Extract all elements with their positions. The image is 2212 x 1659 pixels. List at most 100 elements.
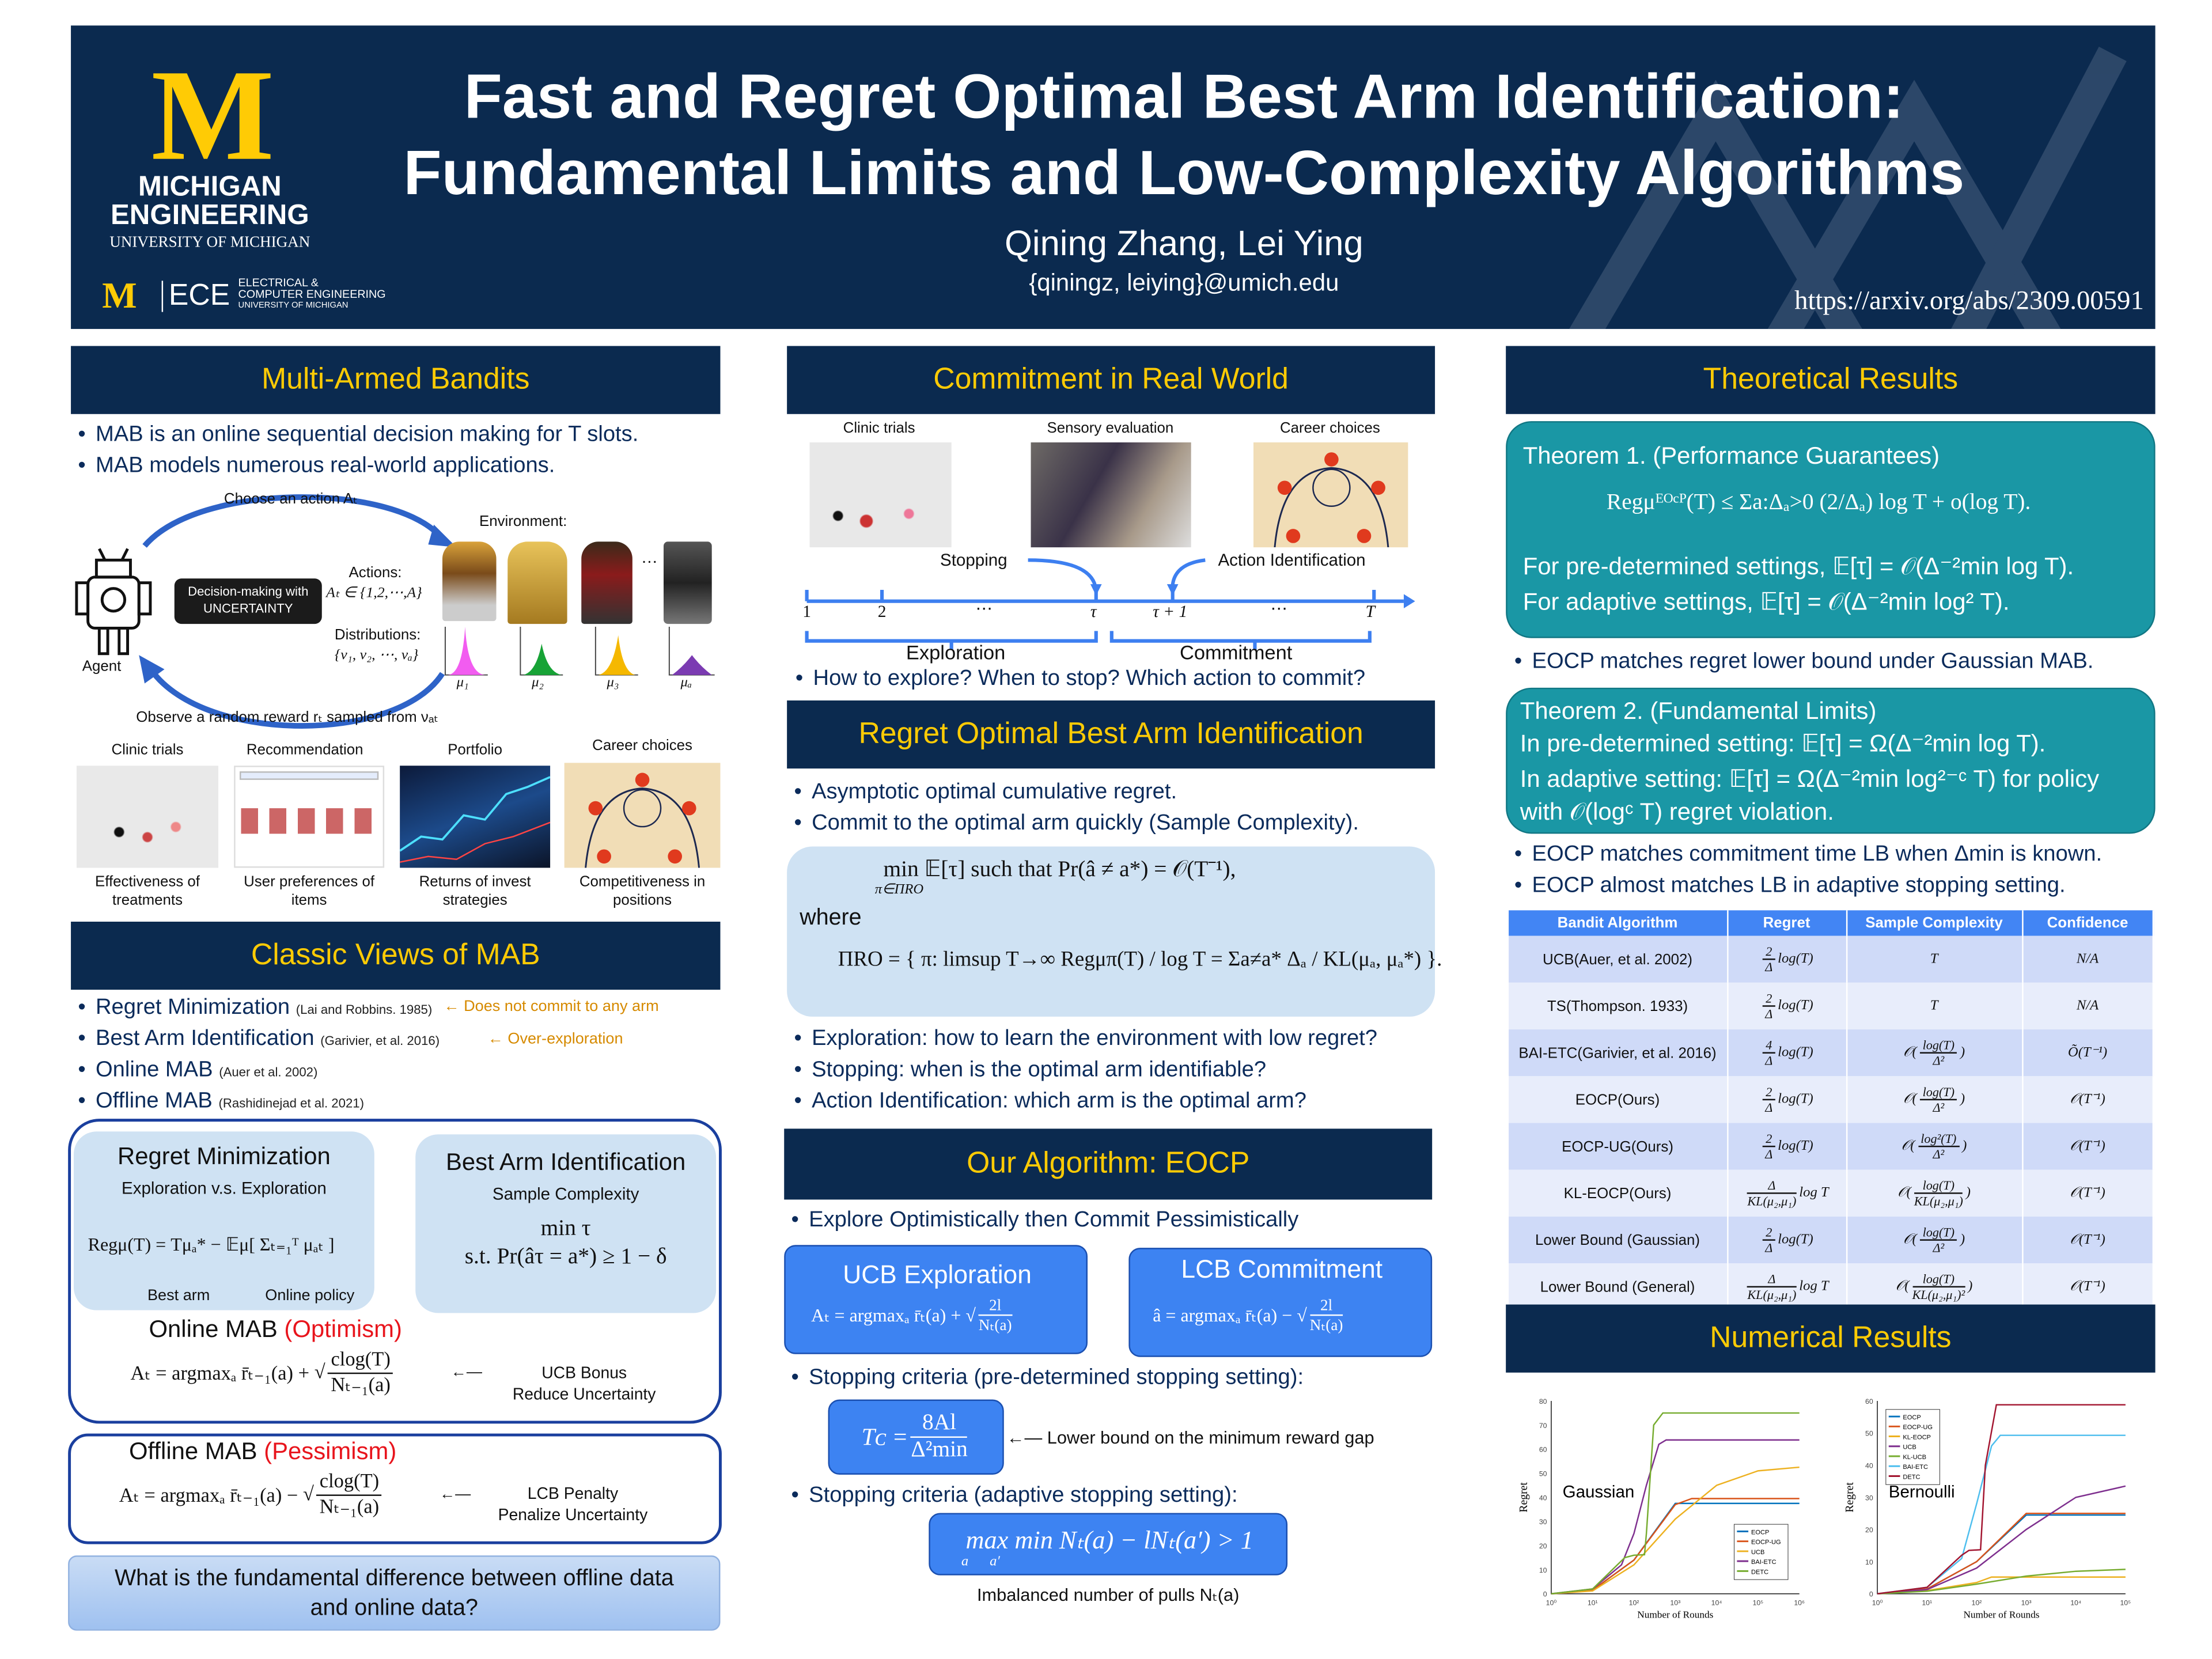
y-tick-label: 10 [1539, 1566, 1547, 1574]
x-tick-label: 10⁵ [1753, 1599, 1764, 1607]
series-line-ucb [1877, 1485, 2126, 1594]
sample-den: Δ² [1933, 1100, 1945, 1115]
app-title-portfolio: Portfolio [448, 741, 503, 759]
theory-bullet-2: EOCP matches commitment time LB when Δmi… [1514, 839, 2103, 870]
ucb-formula: Aₜ = argmaxₐ r̄ₜ₋₁(a) + √ clog(T) Nₜ₋₁(a) [130, 1350, 396, 1398]
tick-dots-2: ⋯ [1270, 598, 1288, 619]
decision-making-box: Decision-making with UNCERTAINTY [174, 578, 322, 624]
slot-machine-1 [442, 541, 497, 622]
tick-2: 2 [877, 601, 887, 622]
item-cite: (Lai and Robbins. 1985) [296, 1002, 433, 1017]
x-tick-label: 10² [1971, 1599, 1982, 1607]
image-pills-commit [809, 442, 952, 548]
y-tick-label: 80 [1539, 1397, 1547, 1406]
regret-num: 2 [1763, 1085, 1775, 1101]
legend-label: DETC [1903, 1474, 1920, 1480]
sample-den: Δ² [1933, 1240, 1945, 1255]
offline-mab-box [68, 1433, 722, 1544]
formula-pre: Aₜ = argmaxₐ r̄ₜ(a) + [810, 1304, 961, 1326]
ece-text: ELECTRICAL & COMPUTER ENGINEERING UNIVER… [238, 276, 386, 312]
ece-line1: ELECTRICAL & [238, 276, 319, 290]
more-arms-ellipsis: … [641, 547, 658, 567]
regret-num: Δ [1747, 1179, 1797, 1194]
frac-num: clog(T) [328, 1350, 393, 1374]
robai-objective-subscript: π∈ΠRO [874, 882, 924, 898]
ucb-bonus-line1: UCB Bonus [541, 1365, 627, 1382]
classic-item-bai: Best Arm Identification (Garivier, et al… [78, 1024, 440, 1056]
mean-3: μ₃ [607, 675, 619, 691]
x-tick-label: 10² [1629, 1599, 1639, 1607]
commit-image-title-2: Sensory evaluation [1047, 419, 1174, 437]
cell-confidence: N/A [2022, 982, 2154, 1030]
arxiv-link[interactable]: https://arxiv.org/abs/2309.00591 [1794, 286, 2144, 316]
cell-confidence: 𝒪(T⁻¹) [2022, 1263, 2154, 1310]
classic-item-regret: Regret Minimization (Lai and Robbins. 19… [78, 993, 432, 1025]
stopping-criteria-2: Stopping criteria (adaptive stopping set… [791, 1480, 1237, 1512]
legend-label: EOCP [1751, 1529, 1769, 1536]
x-axis-label: Number of Rounds [1637, 1609, 1713, 1620]
tick-T: T [1365, 601, 1375, 622]
chart-bernoulli: 0 10 20 30 40 50 60 10⁰ 10¹ 10² 10³ 10⁴ 10⁵ Number of… [1843, 1397, 2131, 1620]
rm-title: Regret Minimization [117, 1142, 331, 1170]
cell-algorithm: EOCP-UG(Ours) [1509, 1123, 1728, 1170]
sample-prefix: 𝒪 [1897, 1185, 1907, 1201]
sample-den: Δ² [1933, 1053, 1945, 1068]
theorem-1-regret-bound: Regμᴱᴼᶜᴾ(T) ≤ Σa:Δₐ>0 (2/Δₐ) log T + o(l… [1606, 490, 2031, 515]
regret-rest: log(T) [1778, 1232, 1813, 1248]
frac-den: Nₜ(a) [1309, 1317, 1343, 1335]
cell-confidence: N/A [2022, 935, 2154, 983]
ece-m-logo: M [102, 275, 137, 316]
logo-michigan: MICHIGAN [138, 171, 282, 203]
ucb-bonus-note: UCB Bonus Reduce Uncertainty [499, 1364, 669, 1407]
tick-1: 1 [802, 601, 811, 622]
cell-algorithm: TS(Thompson. 1933) [1509, 982, 1728, 1030]
y-axis-label: Regret [1843, 1482, 1856, 1513]
table-row: Lower Bound (General) Δ KL(μ₂,μ₁) log T 𝒪(… [1509, 1263, 2154, 1310]
authors: Qining Zhang, Lei Ying [1005, 224, 1363, 264]
section-header-theory: Theoretical Results [1506, 346, 2156, 414]
lcb-title: LCB Commitment [1181, 1255, 1383, 1283]
action-identification-label: Action Identification [1218, 550, 1366, 570]
cell-algorithm: Lower Bound (General) [1509, 1263, 1728, 1310]
tc-lhs: Tᴄ = [861, 1423, 908, 1450]
adaptive-formula: max min Nₜ(a) − lNₜ(a′) > 1 [965, 1525, 1253, 1554]
x-tick-label: 10⁴ [1711, 1599, 1722, 1607]
robai-bullet-2: Commit to the optimal arm quickly (Sampl… [794, 808, 1359, 839]
regret-num: 4 [1763, 1038, 1775, 1054]
y-tick-label: 50 [1865, 1430, 1873, 1438]
regret-den: Δ [1765, 960, 1773, 975]
best-arm-label: Best arm [147, 1287, 210, 1305]
y-tick-label: 20 [1539, 1542, 1547, 1550]
ucb-exploration-formula: Aₜ = argmaxₐ r̄ₜ(a) + √ 2l Nₜ(a) [810, 1297, 1012, 1335]
logo-engineering: ENGINEERING [110, 200, 309, 232]
cell-regret: Δ KL(μ₂,μ₁) log T [1727, 1169, 1847, 1217]
cell-sample-complexity: 𝒪(log(T) Δ²) [1846, 1029, 2023, 1077]
item-label: Online MAB [95, 1058, 213, 1082]
pessimism-label: (Pessimism) [264, 1437, 397, 1465]
regret-den: KL(μ₂,μ₁) [1747, 1194, 1797, 1209]
theorem-2-box: Theorem 2. (Fundamental Limits) In pre-d… [1506, 687, 2156, 834]
offline-mab-title: Offline MAB (Pessimism) [129, 1438, 396, 1466]
ucb-exploration-box: UCB Exploration Aₜ = argmaxₐ r̄ₜ(a) + √ 2… [784, 1245, 1088, 1354]
y-tick-label: 60 [1865, 1397, 1873, 1406]
image-search-results [234, 766, 385, 868]
regret-den: Δ [1765, 1100, 1773, 1115]
legend-label: UCB [1903, 1444, 1916, 1451]
sample-prefix: 𝒪 [1903, 1091, 1912, 1107]
ece-logo: ECE [161, 280, 230, 312]
legend-label: BAI-ETC [1903, 1464, 1928, 1471]
sample-num: log(T) [1919, 1038, 1957, 1054]
x-tick-label: 10⁵ [2120, 1599, 2131, 1607]
y-tick-label: 30 [1539, 1518, 1547, 1526]
lcb-commitment-formula: â = argmaxₐ r̄ₜ(a) − √ 2l Nₜ(a) [1153, 1297, 1343, 1335]
note-over-exploration: ← Over-exploration [487, 1031, 623, 1048]
tick-tau: τ [1090, 601, 1097, 622]
formula-pre: Aₜ = argmaxₐ r̄ₜ₋₁(a) − [119, 1485, 298, 1507]
regret-rest: log T [1799, 1185, 1829, 1201]
observe-reward-label: Observe a random reward rₜ sampled from … [136, 709, 439, 726]
cell-confidence: 𝒪(T⁻¹) [2022, 1169, 2154, 1217]
